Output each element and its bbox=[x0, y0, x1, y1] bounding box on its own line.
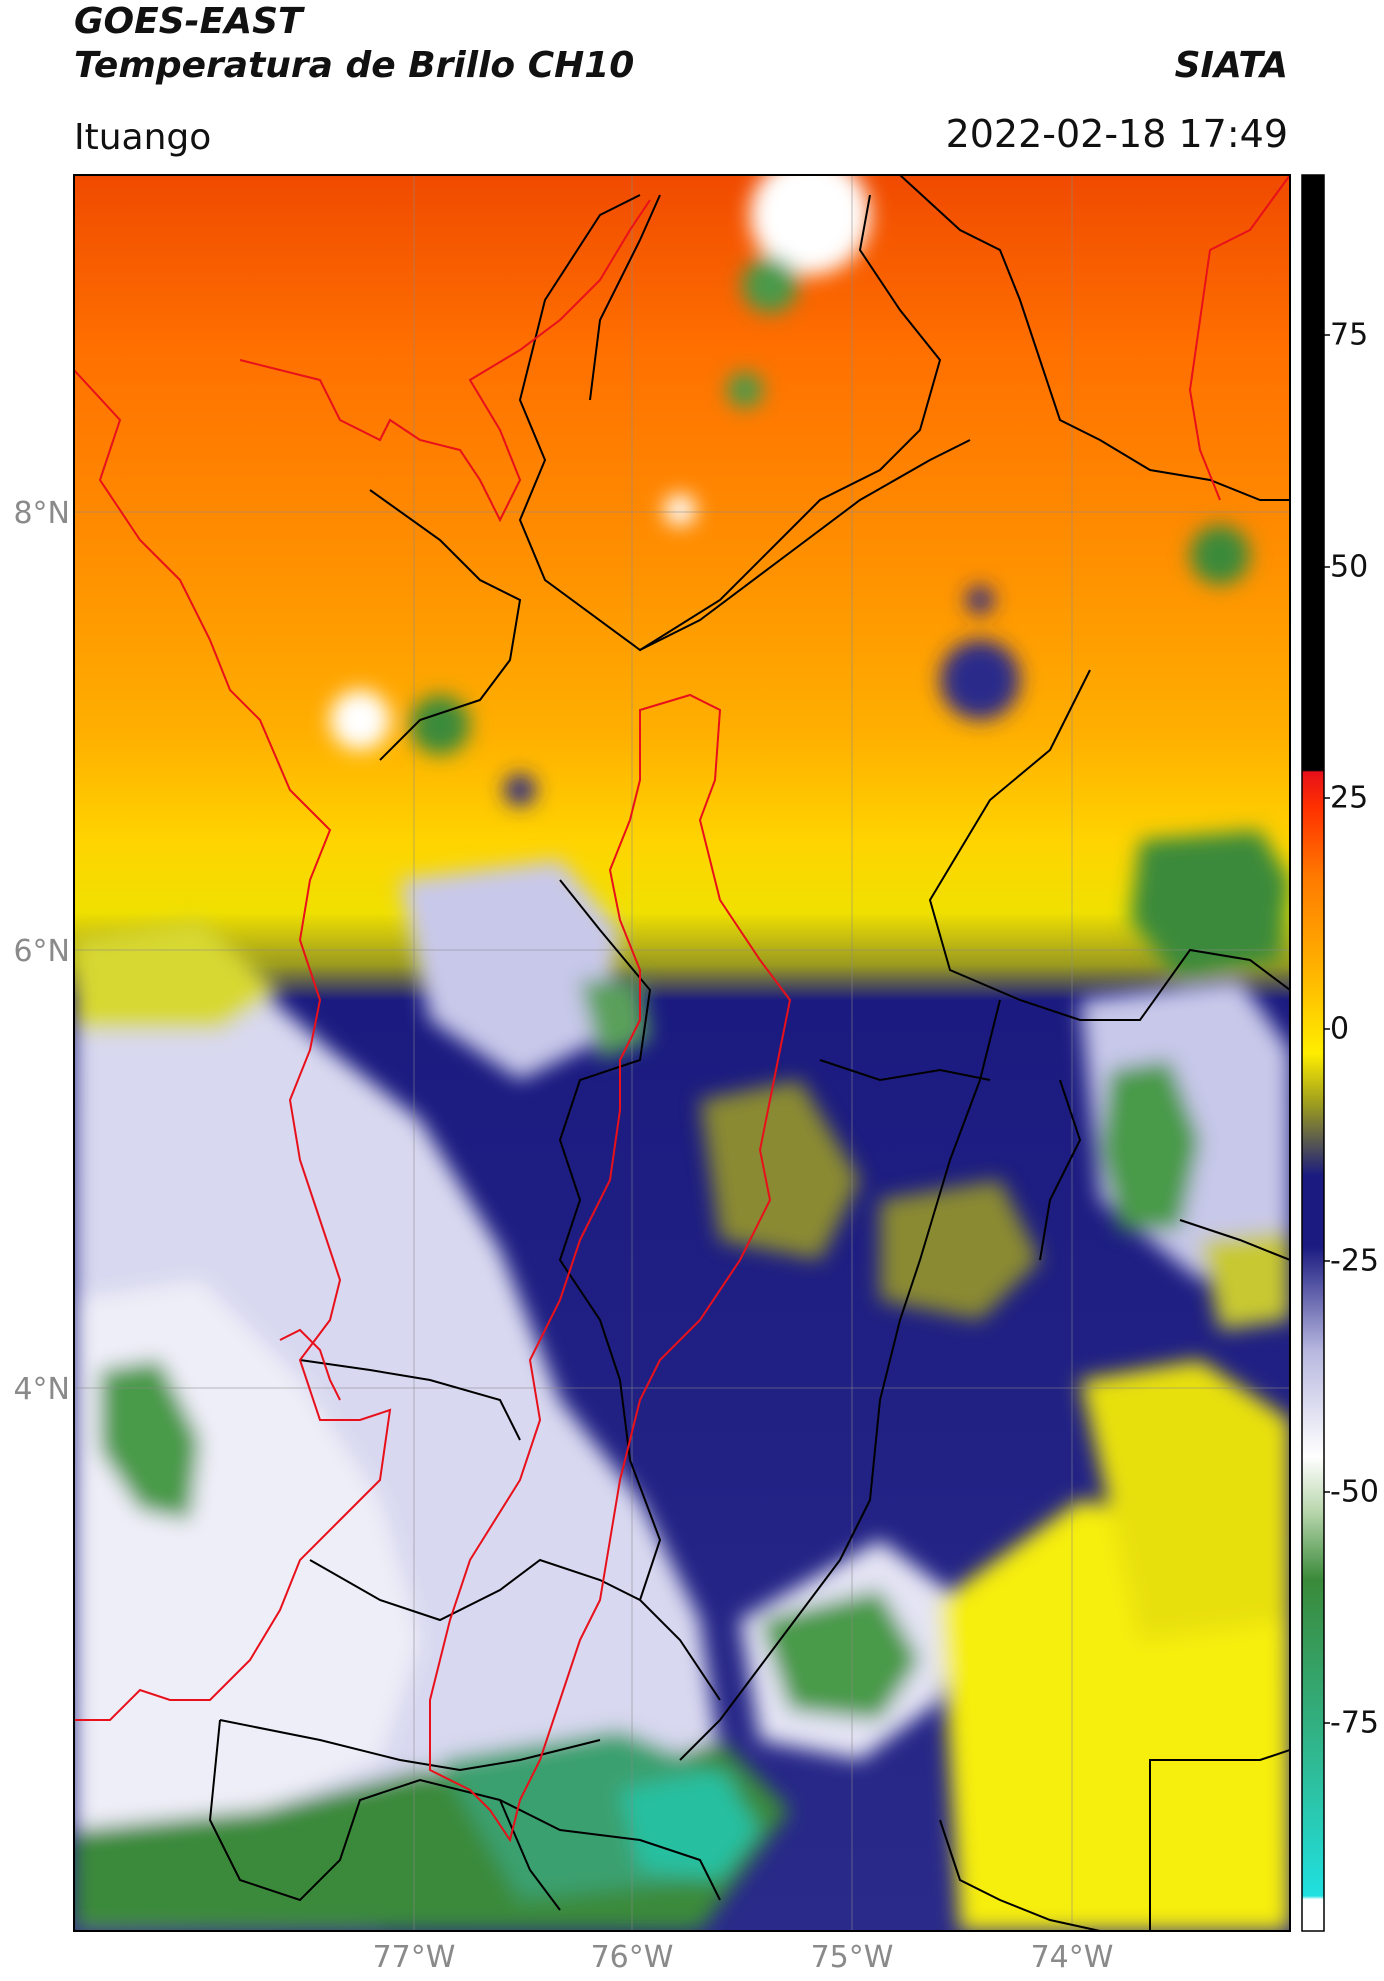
colorbar-tick-25: 25 bbox=[1330, 781, 1368, 816]
lon-label-76w: 76°W bbox=[591, 1940, 674, 1975]
colorbar-tick-75: 75 bbox=[1330, 318, 1368, 353]
colorbar-tick-0: 0 bbox=[1330, 1012, 1349, 1047]
lat-label-6n: 6°N bbox=[0, 934, 70, 969]
lat-label-8n: 8°N bbox=[0, 496, 70, 531]
colorbar-tick-minus25: -25 bbox=[1330, 1244, 1379, 1279]
colorbar-tick-50: 50 bbox=[1330, 550, 1368, 585]
colorbar-tick-minus75: -75 bbox=[1330, 1706, 1379, 1741]
map-field bbox=[74, 155, 1290, 1931]
lat-label-4n: 4°N bbox=[0, 1372, 70, 1407]
lon-label-74w: 74°W bbox=[1031, 1940, 1114, 1975]
colorbar bbox=[1302, 175, 1330, 1931]
lon-label-75w: 75°W bbox=[811, 1940, 894, 1975]
colorbar-scale bbox=[1302, 175, 1324, 1931]
lon-label-77w: 77°W bbox=[373, 1940, 456, 1975]
colorbar-tick-minus50: -50 bbox=[1330, 1475, 1379, 1510]
